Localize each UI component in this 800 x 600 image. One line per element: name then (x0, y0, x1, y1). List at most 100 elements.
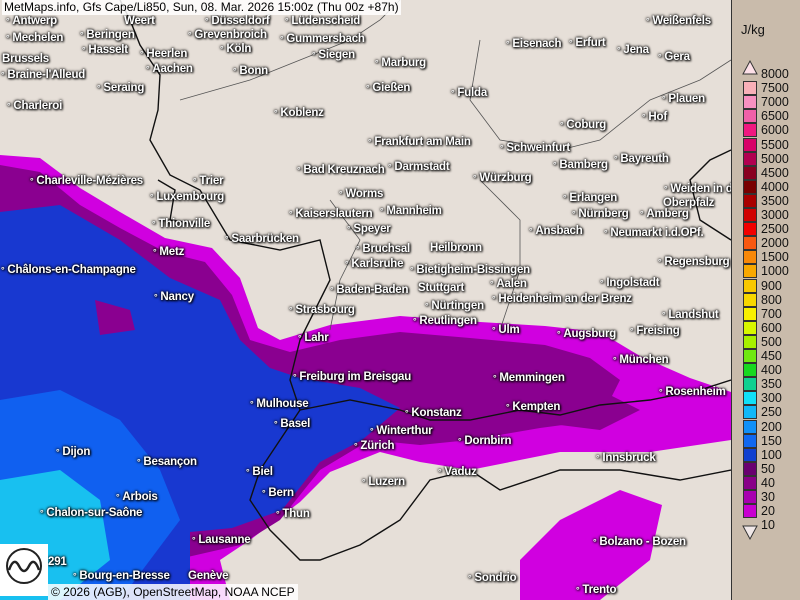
legend-label: 1500 (761, 250, 789, 265)
metmaps-logo[interactable] (0, 544, 48, 596)
legend-label: 3500 (761, 193, 789, 208)
legend-level: 20 (743, 504, 799, 519)
legend-level: 300 (743, 391, 799, 406)
legend-label: 200 (761, 419, 782, 434)
weather-map[interactable]: Antwerp Weert Düsseldorf Lüdenscheid Mec… (0, 0, 732, 600)
city-label: Hof (642, 111, 667, 124)
city-label: Bamberg (553, 159, 608, 172)
city-label: Jena (617, 44, 649, 57)
city-label: Memmingen (493, 372, 564, 385)
legend-label: 6500 (761, 109, 789, 124)
legend-swatch (743, 109, 757, 124)
legend-swatch (743, 222, 757, 237)
city-label: Châlons-en-Champagne (1, 264, 135, 277)
city-label: Kempten (506, 401, 560, 414)
legend-level: 5000 (743, 151, 799, 166)
legend-label: 8000 (761, 67, 789, 81)
legend-label: 10 (761, 518, 775, 533)
city-label: Thun (276, 508, 310, 521)
legend-level: 3500 (743, 193, 799, 208)
city-label: Worms (339, 188, 383, 201)
city-label: Bruchsal (356, 243, 410, 256)
city-label: Freiburg im Breisgau (293, 371, 411, 384)
legend-level: 6000 (743, 123, 799, 138)
city-label: Basel (274, 418, 310, 431)
legend-swatch (743, 377, 757, 392)
legend-level: 4000 (743, 179, 799, 194)
city-label: Gummersbach (280, 33, 365, 46)
color-legend: J/kg 8000 7500 7000 6500 6000 5500 5000 4500 400… (731, 0, 800, 600)
legend-label: 350 (761, 377, 782, 392)
city-label: Bern (262, 487, 294, 500)
city-label: Bad Kreuznach (297, 164, 384, 177)
city-label: Heidenheim an der Brenz (492, 293, 632, 306)
city-label: Biel (246, 466, 272, 479)
cape-band-purple-blob (95, 300, 640, 430)
city-label: Darmstadt (388, 161, 449, 174)
city-label: Besançon (137, 456, 197, 469)
partial-label: 291 (48, 556, 67, 568)
city-label: Rosenheim (659, 386, 725, 399)
city-label: Arbois (116, 491, 157, 504)
city-label: Erlangen (563, 192, 617, 205)
legend-swatch (743, 123, 757, 138)
legend-swatch (743, 461, 757, 476)
legend-label: 5500 (761, 137, 789, 152)
legend-label: 150 (761, 433, 782, 448)
legend-swatch (743, 320, 757, 335)
legend-level: 8000 (743, 67, 799, 81)
city-label: Würzburg (473, 172, 531, 185)
legend-level: 350 (743, 377, 799, 392)
legend-swatch (743, 193, 757, 208)
city-label: Bolzano - Bozen (593, 536, 686, 549)
city-label: Mechelen (6, 32, 63, 45)
legend-label: 100 (761, 447, 782, 462)
legend-level: 900 (743, 278, 799, 293)
legend-label: 300 (761, 391, 782, 406)
legend-swatch (743, 151, 757, 166)
legend-top-arrow-icon (742, 59, 758, 75)
legend-level: 100 (743, 447, 799, 462)
legend-level: 5500 (743, 137, 799, 152)
city-label: Aachen (146, 63, 193, 76)
city-label: Konstanz (405, 407, 461, 420)
city-label: Charleville-Mézières (30, 175, 143, 188)
legend-swatch (743, 264, 757, 279)
city-label: Freising (630, 325, 679, 338)
city-label: Metz (153, 246, 184, 259)
city-label: Weiden in der (664, 183, 731, 196)
legend-swatch (743, 292, 757, 307)
legend-level: 150 (743, 433, 799, 448)
city-label: Vaduz (438, 466, 476, 479)
legend-swatch (743, 363, 757, 378)
city-label: Trento (576, 584, 616, 597)
legend-label: 500 (761, 334, 782, 349)
legend-label: 450 (761, 349, 782, 363)
city-label: Nürnberg (572, 208, 628, 221)
legend-level: 3000 (743, 208, 799, 222)
legend-level: 7000 (743, 95, 799, 110)
cape-band-bottom-right (520, 490, 662, 600)
legend-label: 20 (761, 504, 775, 519)
city-label: Mannheim (380, 205, 441, 218)
city-label: Marburg (375, 57, 426, 70)
city-label: Regensburg (658, 256, 729, 269)
city-label: Landshut (662, 309, 718, 322)
legend-level: 7500 (743, 81, 799, 96)
city-label: Nürtingen (425, 300, 484, 313)
legend-label: 50 (761, 461, 775, 476)
legend-level: 600 (743, 320, 799, 335)
legend-label: 400 (761, 363, 782, 378)
city-label: Winterthur (370, 425, 432, 438)
city-label: Schweinfurt (500, 142, 570, 155)
city-label: Antwerp (6, 15, 57, 28)
legend-level: 10 (743, 518, 799, 532)
city-label: Weißenfels (646, 15, 711, 28)
legend-label: 40 (761, 475, 775, 490)
legend-label: 5000 (761, 151, 789, 166)
city-label: Köln (220, 43, 251, 56)
legend-level: 40 (743, 475, 799, 490)
legend-level: 6500 (743, 109, 799, 124)
legend-swatch (743, 405, 757, 420)
city-label: Thionville (152, 218, 210, 231)
